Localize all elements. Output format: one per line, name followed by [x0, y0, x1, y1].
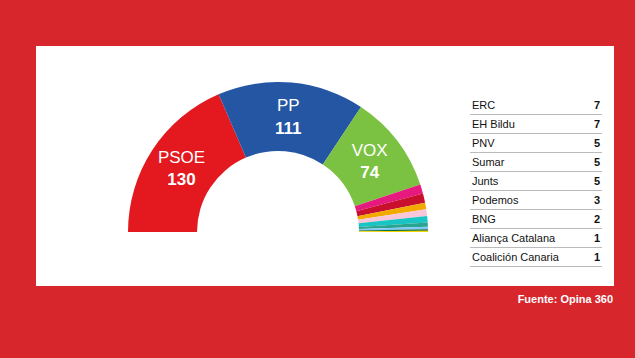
html-text:7: 7 — [593, 99, 600, 111]
html-text:3: 3 — [593, 194, 600, 206]
html-text:BNG: BNG — [472, 213, 496, 225]
html-text:ERC: ERC — [472, 99, 496, 111]
html-text:1: 1 — [593, 251, 600, 263]
html-text:Podemos: Podemos — [472, 194, 519, 206]
html-text:5: 5 — [593, 137, 600, 149]
html-text:Sumar: Sumar — [472, 156, 505, 168]
svg-text:PP111: PP111 — [275, 96, 302, 137]
html-text:PNV: PNV — [472, 137, 495, 149]
html-text:Aliança Catalana: Aliança Catalana — [472, 232, 556, 244]
svg-text:PSOE130: PSOE130 — [158, 148, 205, 189]
html-text:2: 2 — [593, 213, 600, 225]
html-text:EH Bildu: EH Bildu — [472, 118, 515, 130]
html-text:7: 7 — [593, 118, 600, 130]
svg-text:VOX74: VOX74 — [352, 141, 388, 182]
html-text:Fuente: Opina 360: Fuente: Opina 360 — [517, 293, 613, 305]
html-text:5: 5 — [593, 156, 600, 168]
html-text:5: 5 — [593, 175, 600, 187]
html-text:Coalición Canaria: Coalición Canaria — [472, 251, 559, 263]
html-text:Junts: Junts — [472, 175, 499, 187]
html-text:1: 1 — [593, 232, 600, 244]
